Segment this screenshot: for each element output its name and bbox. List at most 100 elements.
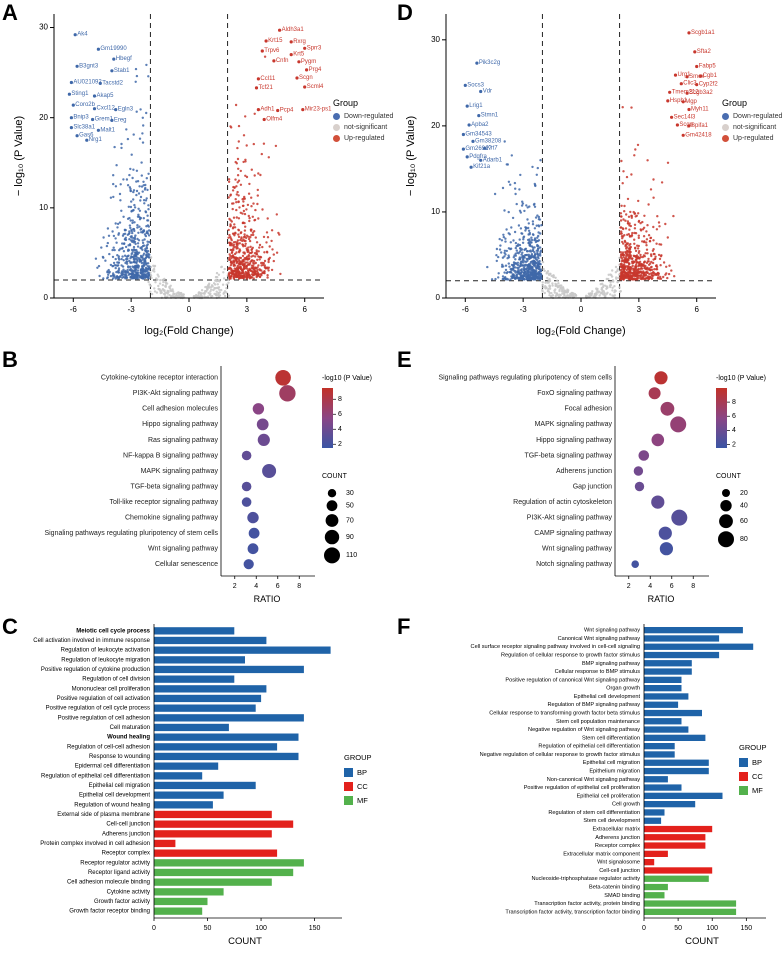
pathway-dot [651, 495, 665, 509]
data-point [239, 169, 242, 173]
bar-MF [154, 859, 304, 867]
data-point [553, 289, 556, 292]
data-point [243, 233, 246, 236]
data-point [131, 209, 135, 212]
gene-label: Slc38a1 [73, 125, 95, 131]
data-point [643, 260, 646, 264]
data-point [212, 282, 216, 285]
data-point [229, 277, 232, 280]
data-point [531, 269, 535, 272]
data-point [127, 248, 130, 251]
gene-label: Gm19990 [100, 46, 127, 52]
data-point [236, 181, 239, 184]
data-point [270, 239, 273, 243]
data-point [146, 219, 149, 222]
data-point [241, 212, 244, 215]
data-point [550, 292, 553, 295]
data-point [228, 275, 231, 278]
data-point [166, 295, 169, 298]
data-point [137, 273, 140, 277]
data-point [534, 277, 537, 281]
data-point [461, 147, 465, 151]
data-point [147, 256, 151, 259]
data-point [131, 231, 134, 235]
data-point [540, 224, 543, 227]
data-point [647, 203, 650, 206]
data-point [628, 222, 631, 225]
data-point [530, 253, 534, 256]
data-point [142, 124, 145, 127]
data-point [527, 233, 530, 236]
data-point [128, 173, 131, 177]
data-point [229, 125, 232, 128]
data-point [92, 94, 97, 98]
data-point [569, 294, 572, 298]
data-point [235, 272, 239, 275]
data-point [252, 259, 256, 263]
data-point [114, 108, 118, 112]
data-point [111, 265, 114, 268]
data-point [537, 215, 541, 219]
pathway-label: Notch signaling pathway [536, 561, 612, 568]
data-point [662, 261, 666, 264]
pathway-dot [257, 433, 270, 446]
data-point [263, 259, 267, 263]
go-term-label: Cell growth [612, 802, 640, 808]
go-term-label: Negative regulation of Wnt signaling pat… [528, 727, 640, 733]
x-tick-label: 3 [637, 305, 642, 314]
dotplot-B: Cytokine-cytokine receptor interactionPI… [44, 366, 372, 604]
bar-BP [644, 635, 720, 642]
data-point [505, 249, 508, 253]
data-point [687, 124, 691, 128]
data-point [551, 284, 554, 287]
data-point [229, 261, 233, 264]
data-point [242, 200, 245, 203]
data-point [92, 107, 97, 111]
data-point [571, 292, 574, 295]
data-point [500, 239, 504, 242]
x-tick-label: 6 [276, 583, 280, 590]
data-point [228, 233, 231, 237]
data-point [626, 250, 629, 253]
data-point [144, 211, 148, 214]
data-point [627, 259, 630, 262]
data-point [230, 251, 234, 255]
data-point [116, 261, 119, 264]
data-point [151, 269, 155, 272]
bar-BP [154, 791, 224, 799]
data-point [229, 243, 232, 246]
data-point [274, 144, 278, 148]
data-point [209, 292, 212, 296]
go-term-label: SMAD binding [604, 893, 640, 899]
data-point [243, 195, 246, 199]
data-point [102, 277, 105, 280]
data-point [159, 279, 162, 282]
data-point [503, 140, 506, 143]
data-point [141, 241, 145, 245]
data-point [143, 270, 147, 273]
data-point [595, 287, 598, 290]
data-point [138, 209, 142, 212]
data-point [254, 255, 257, 258]
data-point [635, 274, 638, 278]
data-point [236, 190, 239, 194]
data-point [231, 189, 235, 192]
data-point [275, 251, 279, 254]
data-point [508, 233, 511, 236]
data-point [653, 257, 657, 260]
data-point [532, 246, 535, 249]
data-point [263, 265, 266, 269]
data-point [635, 263, 638, 266]
data-point [642, 235, 646, 238]
data-point [113, 264, 117, 267]
pathway-dot [241, 481, 252, 492]
pathway-dot [634, 481, 645, 492]
bar-MF [644, 892, 665, 899]
data-point [535, 269, 538, 273]
data-point [644, 277, 647, 281]
data-point [515, 249, 518, 252]
bar-BP [644, 676, 682, 683]
data-point [519, 269, 522, 272]
data-point [133, 206, 137, 209]
size-legend-label: 110 [346, 552, 357, 559]
